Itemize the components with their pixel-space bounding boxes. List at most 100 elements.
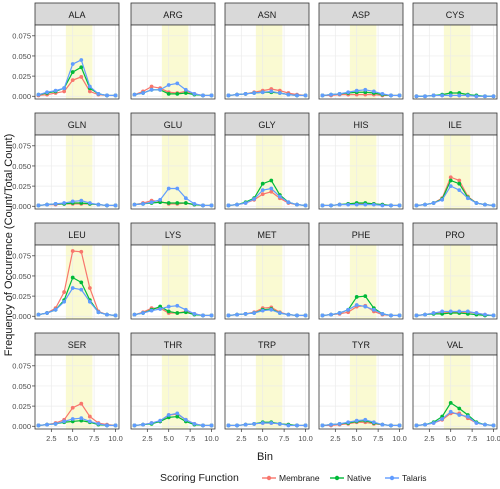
facet-label: VAL (447, 340, 463, 350)
panel-arg: ARG (130, 2, 216, 100)
x-tick-label: 2.5 (424, 434, 434, 443)
panel-gln: GLN (34, 112, 120, 210)
data-point-talaris (252, 91, 257, 95)
highlight-band (255, 355, 283, 429)
data-point-membrane (448, 175, 453, 180)
data-point-talaris (226, 203, 231, 208)
data-point-talaris (483, 202, 487, 207)
data-point-talaris (70, 62, 75, 66)
data-point-talaris (303, 203, 308, 208)
series-line-talaris (228, 90, 306, 97)
data-point-talaris (149, 87, 154, 92)
data-point-talaris (363, 417, 368, 422)
y-tick-label: 0.025 (12, 72, 31, 81)
data-point-talaris (414, 423, 419, 428)
y-tick-label: 0.075 (12, 142, 31, 151)
data-point-talaris (192, 311, 197, 316)
panel-phe: PHE (318, 222, 404, 320)
data-point-talaris (252, 197, 257, 201)
data-point-talaris (329, 92, 333, 97)
x-tick-label: 7.5 (89, 434, 99, 443)
series-line-talaris (228, 422, 306, 427)
series-line-talaris (134, 305, 212, 317)
data-point-native (260, 181, 265, 186)
y-tick-label: 0.025 (12, 402, 31, 411)
highlight-band (255, 25, 283, 99)
legend-title: Scoring Function (160, 472, 239, 484)
data-point-talaris (132, 312, 137, 317)
data-point-membrane (62, 89, 67, 94)
data-point-talaris (183, 307, 188, 312)
y-tick-label: 0.000 (12, 92, 31, 101)
series-line-talaris (134, 187, 212, 207)
series-line-talaris (416, 310, 494, 317)
data-point-talaris (491, 94, 496, 99)
data-point-talaris (354, 418, 359, 423)
panel-border (224, 24, 310, 100)
data-point-talaris (269, 89, 274, 94)
facet-label: SER (68, 340, 87, 350)
data-point-talaris (448, 409, 453, 414)
data-point-talaris (286, 92, 291, 97)
data-point-talaris (423, 312, 427, 317)
data-point-talaris (320, 93, 325, 98)
data-point-talaris (79, 287, 84, 292)
data-point-talaris (277, 91, 282, 95)
facet-label: HIS (353, 120, 368, 130)
data-point-membrane (149, 84, 154, 89)
facet-label: PHE (352, 230, 371, 240)
data-point-talaris (183, 87, 188, 92)
data-point-membrane (87, 89, 92, 94)
data-point-talaris (192, 91, 197, 96)
panel-border (318, 354, 404, 430)
data-point-talaris (113, 313, 118, 318)
panel-border (318, 244, 404, 320)
panel-border (34, 354, 120, 430)
data-point-talaris (53, 307, 58, 312)
data-point-talaris (337, 421, 342, 426)
data-point-talaris (414, 94, 419, 99)
series-line-talaris (134, 412, 212, 427)
panel-border (130, 134, 216, 210)
data-point-talaris (269, 186, 274, 191)
y-tick-label: 0.000 (12, 422, 31, 431)
data-point-talaris (371, 307, 376, 312)
panel-border (130, 354, 216, 430)
panel-border (34, 244, 120, 320)
data-point-talaris (158, 418, 163, 423)
y-tick-label: 0.050 (12, 382, 31, 391)
highlight-band (349, 135, 377, 209)
data-point-talaris (440, 197, 445, 202)
data-point-talaris (380, 91, 385, 96)
data-point-talaris (192, 201, 197, 206)
data-point-talaris (431, 421, 436, 425)
panel-ser: SER (34, 332, 120, 430)
x-tick-label: 5.0 (445, 434, 455, 443)
series-line-talaris (416, 94, 494, 97)
data-point-talaris (201, 203, 205, 208)
data-point-talaris (235, 202, 239, 207)
data-point-talaris (45, 311, 49, 315)
x-tick-label: 2.5 (142, 434, 152, 443)
data-point-talaris (36, 312, 41, 317)
data-point-talaris (423, 202, 427, 207)
data-point-membrane (87, 286, 92, 290)
x-tick-label: 10.0 (392, 434, 407, 443)
panel-asp: ASP (318, 2, 404, 100)
data-point-talaris (201, 423, 205, 428)
data-point-talaris (320, 203, 325, 208)
facet-label: ILE (448, 120, 462, 130)
data-point-talaris (62, 86, 67, 91)
data-point-talaris (303, 93, 308, 98)
panel-border (224, 354, 310, 430)
series-line-talaris (38, 59, 116, 97)
data-point-talaris (363, 202, 368, 207)
y-tick-label: 0.000 (12, 202, 31, 211)
series-line-talaris (228, 187, 306, 207)
data-point-talaris (397, 313, 402, 318)
highlight-band (349, 355, 377, 429)
data-point-talaris (448, 184, 453, 189)
data-point-talaris (465, 196, 470, 201)
panel-cys: CYS (412, 2, 498, 100)
data-point-talaris (252, 421, 257, 426)
